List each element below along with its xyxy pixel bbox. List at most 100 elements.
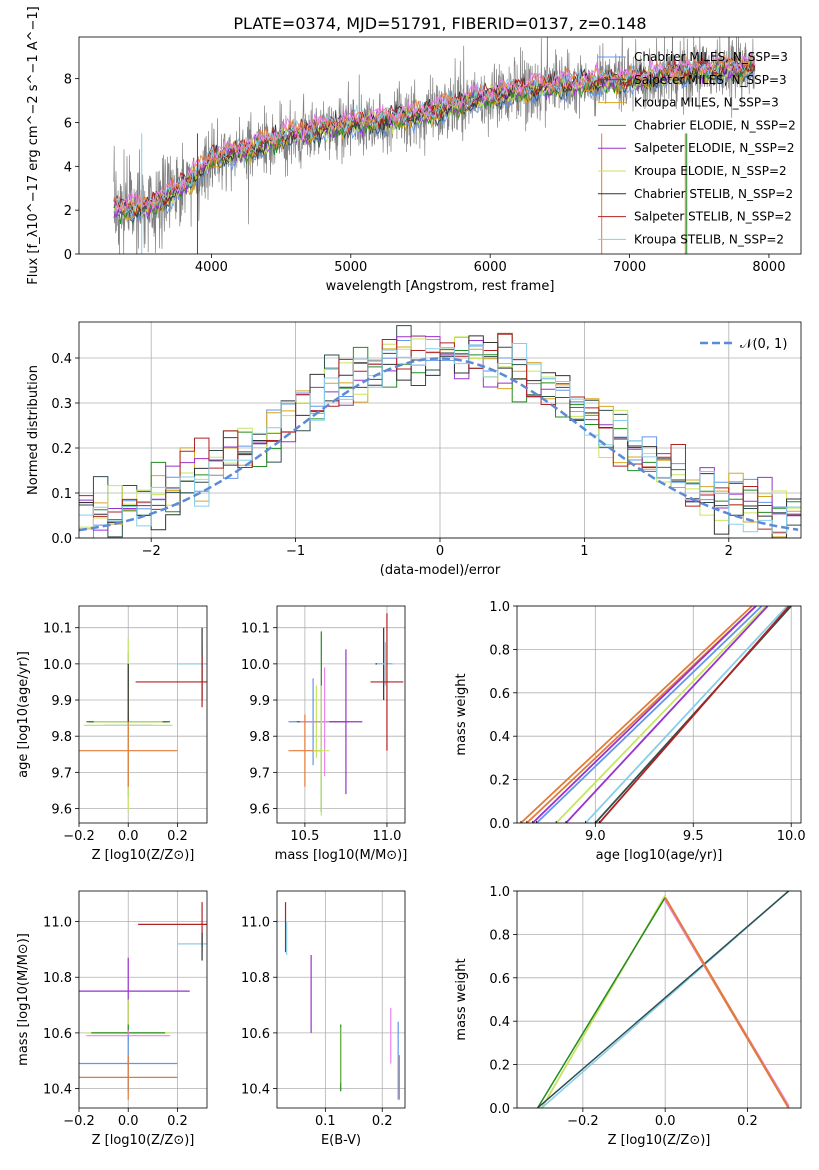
- y-tick-label: 9.7: [51, 766, 72, 781]
- x-tick-label: 9.5: [683, 829, 704, 844]
- y-tick-label: 0.6: [489, 687, 510, 702]
- legend-label: Chabrier MILES, N_SSP=3: [634, 50, 788, 64]
- x-tick-label: −1: [286, 544, 305, 559]
- y-axis-label: Normed distribution: [26, 365, 41, 495]
- y-axis-label: age [log10(age/yr)]: [16, 651, 31, 778]
- x-tick-label: 0.0: [655, 1114, 676, 1129]
- marker: +: [581, 819, 589, 830]
- y-tick-label: 9.6: [51, 803, 72, 818]
- y-tick-label: 2: [64, 204, 72, 219]
- y-tick-label: 1.0: [489, 600, 510, 615]
- y-tick-label: 10.6: [43, 1027, 72, 1042]
- x-tick-label: 4000: [195, 260, 228, 275]
- axes-frame: [516, 890, 802, 1109]
- y-tick-label: 10.6: [241, 1027, 270, 1042]
- x-axis-label: Z [log10(Z/Z⊙)]: [92, 1133, 195, 1148]
- legend-label: Chabrier STELIB, N_SSP=2: [634, 187, 793, 201]
- y-tick-label: 10.4: [43, 1083, 72, 1098]
- y-tick-label: 9.9: [51, 694, 72, 709]
- x-axis-label: Z [log10(Z/Z⊙)]: [608, 1133, 711, 1148]
- y-axis-label: Flux [f_λ10^−17 erg cm^−2 s^−1 A^−1]: [26, 6, 41, 284]
- y-tick-label: 6: [64, 116, 72, 131]
- marker: +: [528, 819, 536, 830]
- x-axis-label: Z [log10(Z/Z⊙)]: [92, 848, 195, 863]
- cumulative-line: [565, 606, 769, 823]
- cumulative-line: [584, 606, 788, 823]
- axes-frame: [276, 890, 406, 1109]
- x-tick-label: 7000: [613, 260, 646, 275]
- model-line: [113, 60, 756, 224]
- marker: +: [523, 819, 531, 830]
- x-tick-label: −0.2: [63, 829, 95, 844]
- x-tick-label: 9.0: [585, 829, 606, 844]
- x-tick-label: −0.2: [567, 1114, 599, 1129]
- y-tick-label: 9.6: [249, 803, 270, 818]
- y-tick-label: 0.6: [489, 972, 510, 987]
- y-tick-label: 10.1: [43, 622, 72, 637]
- cumulative-line: [520, 606, 753, 823]
- y-axis-label: mass weight: [454, 958, 469, 1040]
- plot-area: [536, 891, 790, 1108]
- legend: 𝒩(0, 1): [700, 337, 787, 352]
- cumulative-line: [598, 606, 790, 823]
- y-tick-label: 10.0: [43, 658, 72, 673]
- y-tick-label: 9.8: [51, 730, 72, 745]
- y-tick-label: 9.8: [249, 730, 270, 745]
- legend-label: Chabrier ELODIE, N_SSP=2: [634, 118, 796, 132]
- y-tick-label: 10.4: [241, 1083, 270, 1098]
- y-tick-label: 10.8: [241, 971, 270, 986]
- y-tick-label: 4: [64, 160, 72, 175]
- x-tick-label: 0.2: [737, 1114, 758, 1129]
- cumulative-line: [535, 606, 763, 823]
- histogram-series: [79, 343, 801, 534]
- y-tick-label: 0.3: [51, 397, 72, 412]
- x-tick-label: 10.0: [777, 829, 806, 844]
- y-tick-label: 0.4: [489, 1015, 510, 1030]
- x-axis-label: age [log10(age/yr)]: [596, 848, 723, 863]
- panel-residuals: −2 −1 0 1 2 0.0 0.1 0.2 0.3 0.4 (data-model)/error…: [26, 321, 802, 578]
- axes-frame: [276, 605, 406, 824]
- y-tick-label: 10.8: [43, 971, 72, 986]
- x-tick-label: 1: [580, 544, 588, 559]
- y-tick-label: 0.2: [489, 774, 510, 789]
- panel-spectrum: 4000 5000 6000 7000 8000 0 2 4 6 8 wavelength [Ang…: [26, 6, 802, 294]
- axes-frame: [78, 605, 208, 824]
- x-tick-label: 0.2: [167, 1114, 188, 1129]
- panel-age_vs_mass: 10.5 11.0 9.6 9.7 9.8 9.9 10.0 10.1 mass [log10(…: [241, 605, 408, 863]
- model-line: [113, 51, 756, 214]
- legend-label: Kroupa STELIB, N_SSP=2: [634, 232, 784, 246]
- model-line: [113, 52, 756, 214]
- histogram-series: [79, 335, 801, 538]
- panel-mass_vs_Z: −0.2 0.0 0.2 10.4 10.6 10.8 11.0 Z [log10(Z/Z⊙)…: [16, 890, 208, 1148]
- y-tick-label: 0.8: [489, 643, 510, 658]
- marker: +: [552, 819, 560, 830]
- y-tick-label: 0.2: [489, 1059, 510, 1074]
- panel-cum_Z: −0.2 0.0 0.2 0.0 0.2 0.4 0.6 0.8 1.0 Z [log10(Z/Z…: [454, 885, 802, 1148]
- legend-label: Kroupa MILES, N_SSP=3: [634, 96, 779, 110]
- y-tick-label: 0.8: [489, 928, 510, 943]
- marker: +: [562, 819, 570, 830]
- plot-area: [79, 902, 207, 1100]
- y-tick-label: 0.2: [51, 442, 72, 457]
- axes-frame: [516, 605, 802, 824]
- legend: Chabrier MILES, N_SSP=3 Salpeter MILES, N…: [598, 50, 796, 246]
- marker: +: [532, 819, 540, 830]
- cumulative-line: [536, 897, 666, 1108]
- x-axis-label: mass [log10(M/M⊙)]: [275, 848, 408, 863]
- marker: +: [591, 819, 599, 830]
- y-tick-label: 0.0: [489, 1102, 510, 1117]
- axes-frame: [78, 36, 802, 255]
- cumulative-line: [537, 891, 790, 1108]
- y-tick-label: 10.0: [241, 658, 270, 673]
- plot-area: [284, 902, 400, 1100]
- cumulative-line: [664, 897, 790, 1108]
- x-tick-label: 6000: [474, 260, 507, 275]
- x-tick-label: 0: [436, 544, 444, 559]
- marker: +: [595, 819, 603, 830]
- axes-frame: [78, 321, 802, 539]
- cumulative-line: [555, 606, 767, 823]
- y-tick-label: 0.1: [51, 487, 72, 502]
- y-tick-label: 0: [64, 248, 72, 263]
- plot-area: [79, 627, 207, 813]
